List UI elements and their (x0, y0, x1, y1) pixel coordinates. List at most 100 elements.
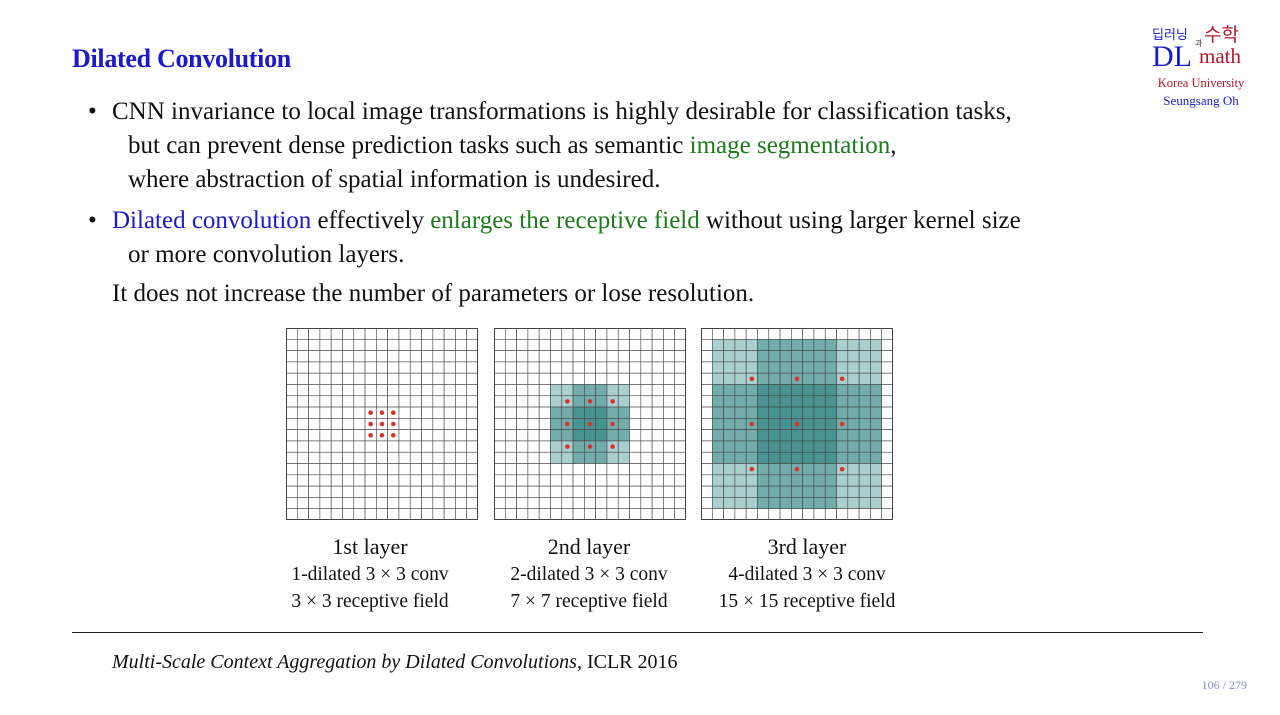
grid-cell (443, 418, 456, 430)
highlight-dilated-convolution: Dilated convolution (112, 207, 312, 234)
grid-cell (364, 338, 377, 351)
grid-cell (330, 451, 343, 464)
bullet-1-line-2: but can prevent dense prediction tasks s… (112, 129, 1198, 163)
grid-cell (881, 328, 893, 340)
grid-cell (651, 350, 664, 363)
grid-cell (824, 395, 837, 408)
grid-cell (723, 451, 736, 464)
grid-cell (286, 497, 298, 510)
grid-cell (342, 440, 355, 453)
grid-cell (572, 440, 585, 453)
kernel-sample-point (565, 421, 570, 427)
grid-cell (421, 361, 434, 374)
caption-receptive: 15 × 15 receptive field (718, 591, 896, 612)
grid-cell (504, 338, 517, 351)
grid-cell (494, 338, 506, 351)
grid-cell (466, 338, 478, 351)
grid-cell (561, 350, 574, 363)
extra-note: It does not increase the number of param… (112, 280, 755, 307)
grid-cell (387, 384, 400, 397)
grid-cell (791, 485, 803, 498)
grid-cell (550, 429, 563, 442)
grid-cell (640, 350, 653, 363)
grid-cell (466, 406, 478, 419)
grid-cell (561, 338, 574, 351)
grid-cell (409, 497, 422, 510)
grid-cell (674, 418, 686, 430)
grid-cell (881, 395, 893, 408)
grid-cell (527, 440, 540, 453)
grid-cell (550, 361, 563, 374)
grid-cell (421, 497, 434, 510)
grid-cell (791, 508, 803, 520)
grid-cell (606, 451, 619, 464)
grid-cell (813, 474, 826, 487)
grid-cell (768, 429, 781, 442)
grid-cell (504, 418, 517, 430)
grid-cell (640, 485, 653, 498)
grid-cell (572, 418, 585, 430)
grid-cell (387, 463, 400, 476)
grid-cell (768, 338, 781, 351)
grid-cell (330, 497, 343, 510)
grid-cell (674, 350, 686, 363)
kernel-sample-point (749, 421, 755, 427)
grid-cell (701, 508, 713, 520)
grid-cell (353, 508, 366, 520)
grid-cell (701, 361, 713, 374)
grid-cell (595, 508, 608, 520)
grid-cell (734, 395, 747, 408)
grid-cell (870, 418, 883, 430)
bullet-marker: • (88, 98, 97, 125)
grid-cell (364, 384, 377, 397)
grid-cell (734, 451, 747, 464)
grid-cell (595, 429, 608, 442)
grid-cell (584, 350, 596, 363)
grid-cell (504, 384, 517, 397)
grid-cell (629, 463, 642, 476)
grid-cell (802, 384, 815, 397)
grid-cell (663, 440, 676, 453)
grid-cell (791, 440, 803, 453)
kernel-sample-point (390, 421, 396, 427)
grid-cell (779, 361, 792, 374)
grid-cell (550, 440, 563, 453)
grid-cell (870, 474, 883, 487)
grid-cell (813, 508, 826, 520)
grid-cell (711, 508, 724, 520)
grid-cell (455, 406, 468, 419)
grid-panel-layer-2 (494, 328, 686, 520)
grid-cell (836, 406, 849, 419)
grid-cell (286, 338, 298, 351)
grid-cell (319, 328, 332, 340)
grid-cell (286, 463, 298, 476)
grid-cell (572, 451, 585, 464)
grid-cell (847, 429, 860, 442)
grid-cell (398, 474, 411, 487)
grid-cell (353, 372, 366, 385)
grid-cell (858, 406, 871, 419)
grid-cell (550, 338, 563, 351)
logo-dl: DL (1152, 40, 1192, 73)
grid-cell (443, 474, 456, 487)
grid-cell (711, 338, 724, 351)
grid-cell (466, 463, 478, 476)
grid-cell (595, 372, 608, 385)
grid-cell (881, 451, 893, 464)
grid-cell (296, 328, 309, 340)
grid-cell (494, 328, 506, 340)
grid-cell (494, 372, 506, 385)
grid-cell (398, 508, 411, 520)
grid-cell (387, 474, 400, 487)
grid-cell (881, 474, 893, 487)
grid-cell (443, 372, 456, 385)
page-number: 106 / 279 (1201, 678, 1247, 692)
grid-border (701, 328, 893, 520)
grid-cell (550, 485, 563, 498)
grid-cell (561, 451, 574, 464)
grid-cell (504, 395, 517, 408)
grid-cell (757, 440, 770, 453)
grid-cell (847, 350, 860, 363)
grid-cell (494, 418, 506, 430)
grid-cell (504, 474, 517, 487)
